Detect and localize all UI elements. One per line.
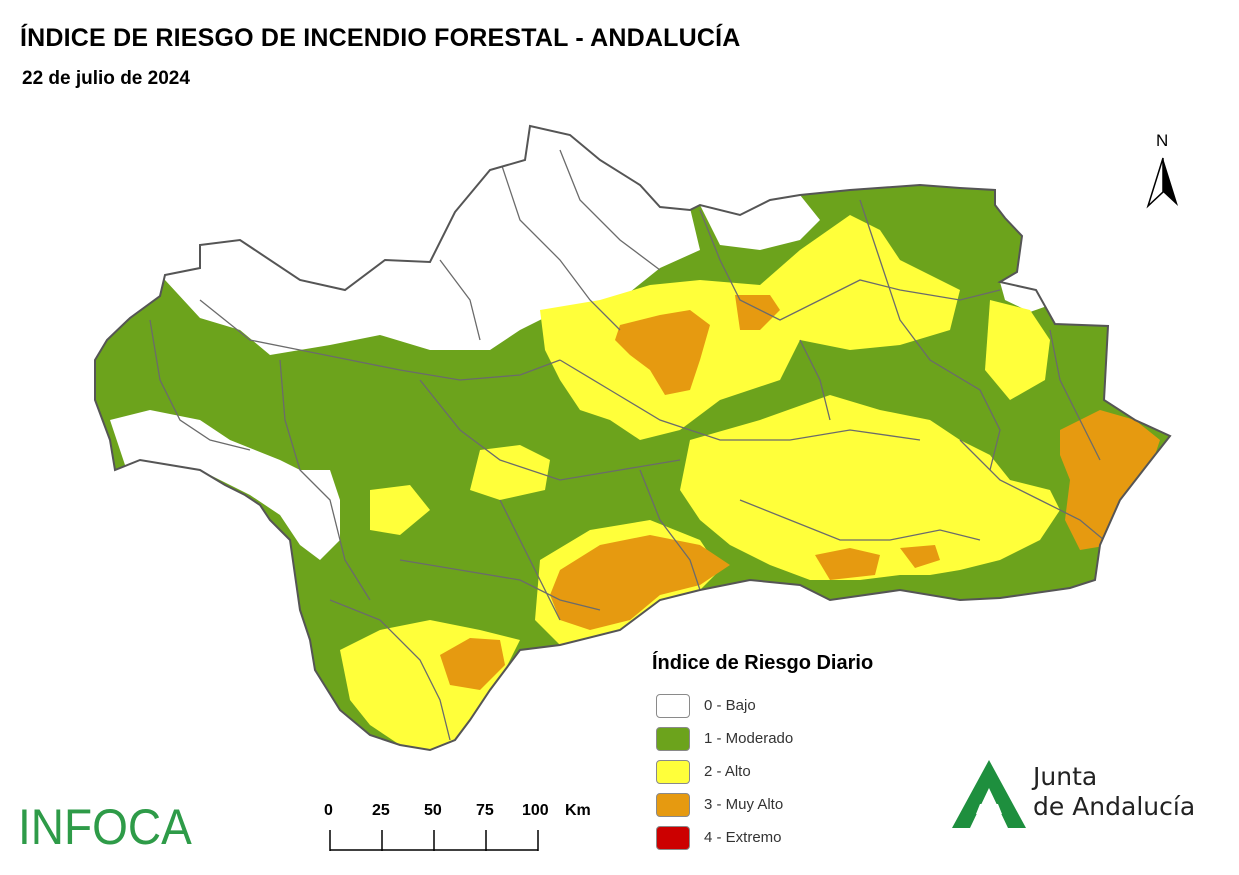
- region-outline: [94, 124, 1172, 752]
- boundary-line: [329, 599, 451, 741]
- boundary-line: [739, 499, 981, 541]
- map-date: 22 de julio de 2024: [22, 68, 190, 89]
- zone-alto-granada: [680, 395, 1060, 580]
- legend-label: 3 - Muy Alto: [704, 796, 784, 813]
- scale-tick-label: 0: [324, 802, 333, 819]
- boundary-line: [149, 319, 251, 451]
- zone-muy-alto-granada: [815, 548, 880, 580]
- zone-bajo-jaen-north: [700, 195, 820, 250]
- zone-bajo-almeria: [1000, 282, 1050, 312]
- north-arrow-icon: [1146, 157, 1178, 209]
- legend-swatch-muy-alto: [656, 792, 690, 817]
- boundary-line: [639, 469, 701, 591]
- legend-item-moderado: 1 - Moderado: [652, 722, 873, 755]
- zones-muy-alto: [440, 295, 1160, 690]
- legend-label: 0 - Bajo: [704, 697, 756, 714]
- zone-muy-alto-jaen: [615, 310, 710, 395]
- boundary-line: [279, 359, 371, 601]
- zone-muy-alto-granada-2: [900, 545, 940, 568]
- legend-item-alto: 2 - Alto: [652, 755, 873, 788]
- legend: Índice de Riesgo Diario 0 - Bajo 1 - Mod…: [652, 652, 873, 854]
- legend-label: 2 - Alto: [704, 763, 751, 780]
- scale-tick-label: 50: [424, 802, 442, 819]
- zone-alto-almeria: [985, 300, 1050, 400]
- legend-item-muy-alto: 3 - Muy Alto: [652, 788, 873, 821]
- boundary-line: [699, 209, 1001, 321]
- north-label: N: [1156, 131, 1169, 150]
- junta-line-1: Junta: [1033, 762, 1098, 791]
- scale-bar: 0 25 50 75 100 Km: [320, 800, 600, 860]
- boundary-line: [499, 159, 621, 331]
- zone-muy-alto-cadiz: [440, 638, 505, 690]
- scale-bar-lines: [329, 830, 539, 851]
- legend-swatch-moderado: [656, 726, 690, 751]
- boundary-line: [859, 199, 1001, 471]
- map-title: ÍNDICE DE RIESGO DE INCENDIO FORESTAL - …: [20, 24, 741, 52]
- boundary-line: [559, 149, 661, 271]
- boundary-line: [499, 499, 561, 621]
- zone-alto-cordoba: [470, 445, 550, 500]
- zone-bajo-huelva: [110, 410, 340, 560]
- legend-item-bajo: 0 - Bajo: [652, 689, 873, 722]
- scale-unit: Km: [565, 802, 591, 819]
- legend-label: 4 - Extremo: [704, 829, 782, 846]
- legend-title: Índice de Riesgo Diario: [652, 652, 874, 674]
- boundary-line: [799, 339, 831, 421]
- boundary-line: [1049, 329, 1101, 461]
- legend-swatch-alto: [656, 759, 690, 784]
- junta-andalucia-logo-icon: [952, 760, 1026, 828]
- zone-alto-sevilla: [370, 485, 430, 535]
- junta-line-2: de Andalucía: [1033, 792, 1196, 821]
- infoca-logo: INFOCA: [18, 799, 192, 855]
- boundary-line: [399, 559, 601, 611]
- zone-muy-alto-malaga: [550, 535, 730, 630]
- legend-label: 1 - Moderado: [704, 730, 794, 747]
- scale-tick-label: 25: [372, 802, 390, 819]
- legend-item-extremo: 4 - Extremo: [652, 821, 873, 854]
- boundary-line: [959, 439, 1111, 546]
- boundary-line: [559, 359, 921, 441]
- zone-muy-alto-almeria: [1060, 410, 1160, 550]
- boundary-line: [419, 379, 681, 481]
- boundary-line: [439, 259, 481, 341]
- scale-tick-label: 75: [476, 802, 494, 819]
- legend-swatch-extremo: [656, 825, 690, 850]
- municipal-boundaries: [149, 149, 1111, 741]
- legend-swatch-bajo: [656, 693, 690, 718]
- scale-tick-label: 100: [522, 802, 549, 819]
- junta-andalucia-logo-text: Junta de Andalucía: [1033, 762, 1195, 822]
- boundary-line: [199, 299, 561, 381]
- zone-bajo-north: [160, 126, 700, 355]
